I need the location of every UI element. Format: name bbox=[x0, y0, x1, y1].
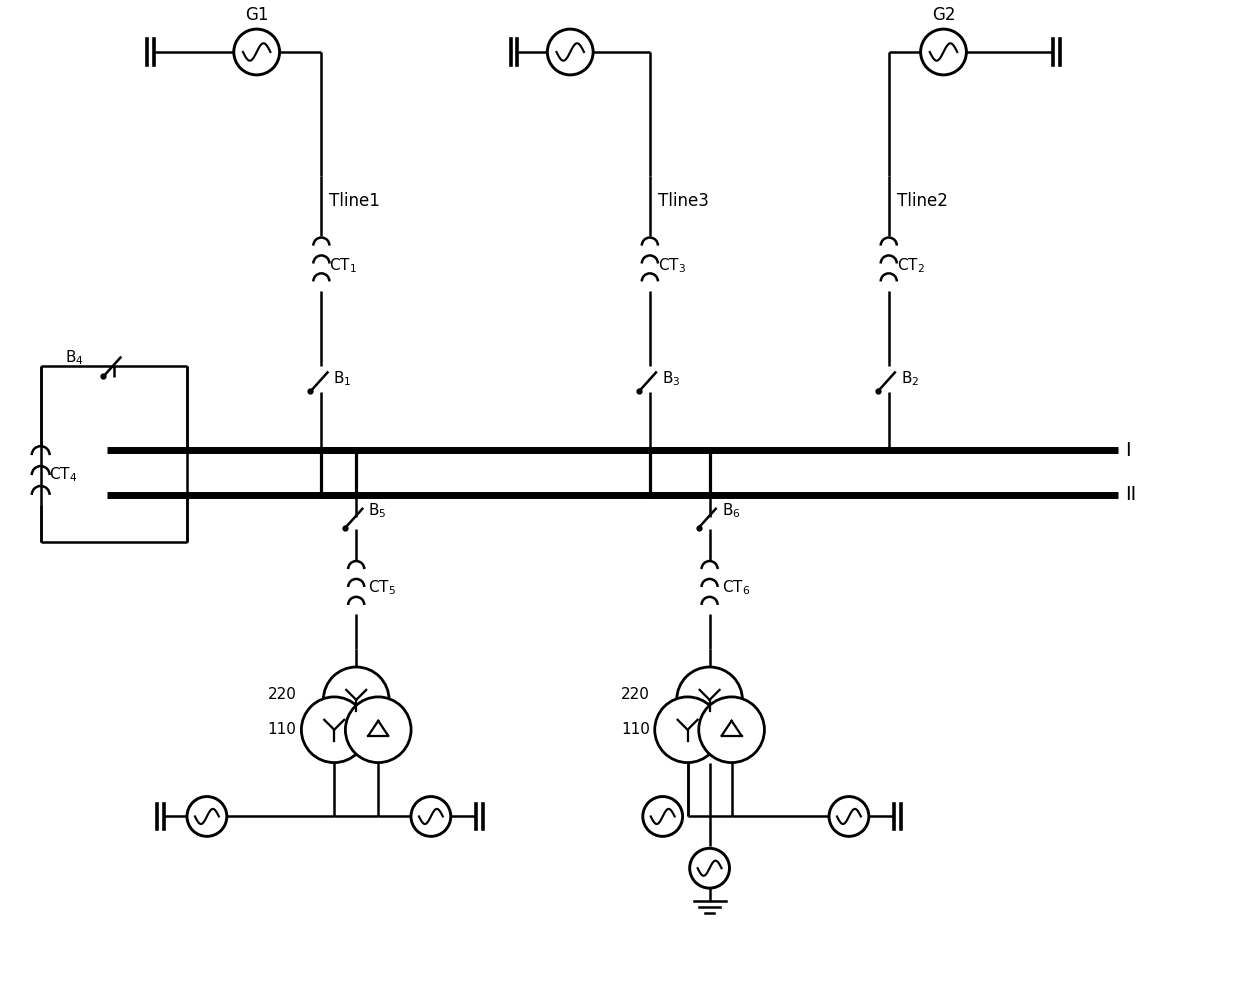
Text: Tline3: Tline3 bbox=[658, 192, 709, 211]
Text: CT$_3$: CT$_3$ bbox=[658, 257, 686, 276]
Text: Tline1: Tline1 bbox=[330, 192, 381, 211]
Circle shape bbox=[642, 796, 682, 836]
Text: 35: 35 bbox=[386, 722, 405, 737]
Text: G1: G1 bbox=[246, 6, 268, 24]
Text: 110: 110 bbox=[621, 722, 650, 737]
Circle shape bbox=[830, 796, 869, 836]
Text: CT$_1$: CT$_1$ bbox=[330, 257, 357, 276]
Circle shape bbox=[547, 29, 593, 75]
Text: I: I bbox=[1125, 441, 1131, 460]
Text: B$_2$: B$_2$ bbox=[900, 369, 919, 388]
Circle shape bbox=[655, 697, 720, 762]
Text: B$_3$: B$_3$ bbox=[662, 369, 681, 388]
Circle shape bbox=[677, 667, 743, 732]
Circle shape bbox=[346, 697, 412, 762]
Text: 220: 220 bbox=[621, 687, 650, 702]
Text: 35: 35 bbox=[739, 722, 759, 737]
Text: B$_4$: B$_4$ bbox=[64, 349, 83, 367]
Text: B$_1$: B$_1$ bbox=[334, 369, 352, 388]
Text: B$_5$: B$_5$ bbox=[368, 501, 387, 520]
Circle shape bbox=[234, 29, 279, 75]
Text: CT$_5$: CT$_5$ bbox=[368, 578, 396, 596]
Text: CT$_4$: CT$_4$ bbox=[48, 466, 77, 485]
Text: 110: 110 bbox=[268, 722, 296, 737]
Circle shape bbox=[920, 29, 966, 75]
Circle shape bbox=[410, 796, 451, 836]
Text: CT$_6$: CT$_6$ bbox=[722, 578, 750, 596]
Text: 220: 220 bbox=[268, 687, 296, 702]
Text: B$_6$: B$_6$ bbox=[722, 501, 740, 520]
Text: II: II bbox=[1125, 486, 1136, 504]
Text: CT$_2$: CT$_2$ bbox=[897, 257, 925, 276]
Circle shape bbox=[187, 796, 227, 836]
Circle shape bbox=[689, 848, 729, 888]
Circle shape bbox=[324, 667, 389, 732]
Text: Tline2: Tline2 bbox=[897, 192, 947, 211]
Circle shape bbox=[699, 697, 764, 762]
Circle shape bbox=[301, 697, 367, 762]
Text: G2: G2 bbox=[931, 6, 955, 24]
